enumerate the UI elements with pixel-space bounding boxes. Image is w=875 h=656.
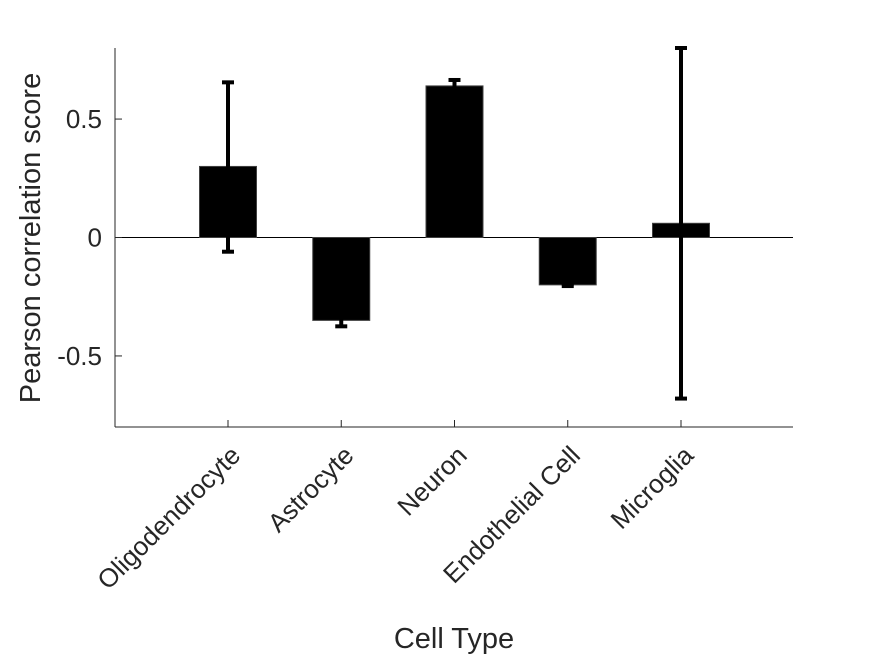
bar	[538, 237, 597, 286]
x-tick-label: Neuron	[391, 440, 473, 522]
y-tick-label: -0.5	[57, 341, 102, 371]
bar	[425, 85, 484, 239]
bars	[199, 85, 710, 321]
x-tick-label: Astrocyte	[262, 440, 360, 538]
x-tick-label: Microglia	[604, 440, 699, 535]
y-tick-label: 0.5	[66, 104, 102, 134]
y-tick-label: 0	[88, 223, 102, 253]
x-tick-label: Oligodendrocyte	[91, 440, 246, 595]
y-ticks: 0.5 0 -0.5	[57, 104, 122, 371]
bar	[312, 237, 371, 321]
error-bars	[222, 46, 687, 401]
x-ticks: Oligodendrocyte Astrocyte NeuronEndothelia…	[91, 420, 700, 595]
x-axis-label: Cell Type	[394, 623, 514, 655]
y-axis-label: Pearson correlation score	[15, 73, 47, 403]
